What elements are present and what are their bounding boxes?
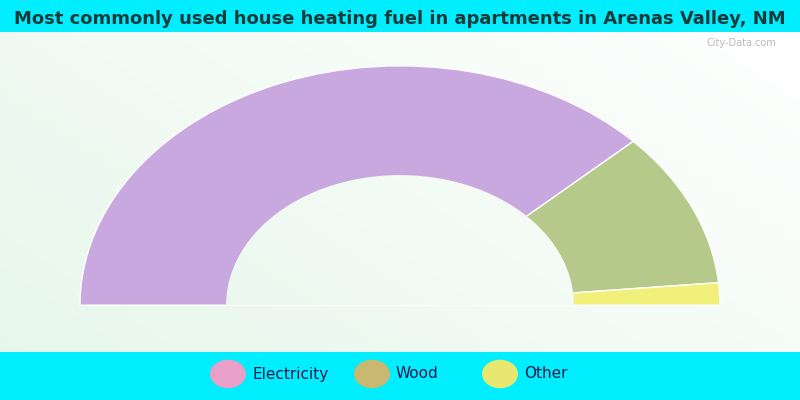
Ellipse shape (482, 360, 518, 388)
Text: Other: Other (524, 366, 567, 382)
Text: Wood: Wood (396, 366, 438, 382)
Text: Electricity: Electricity (252, 366, 328, 382)
Ellipse shape (354, 360, 390, 388)
Text: Most commonly used house heating fuel in apartments in Arenas Valley, NM: Most commonly used house heating fuel in… (14, 10, 786, 28)
Wedge shape (400, 141, 718, 305)
Ellipse shape (210, 360, 246, 388)
Wedge shape (80, 66, 634, 305)
PathPatch shape (226, 175, 574, 305)
Wedge shape (400, 283, 720, 305)
Text: City-Data.com: City-Data.com (706, 38, 776, 48)
